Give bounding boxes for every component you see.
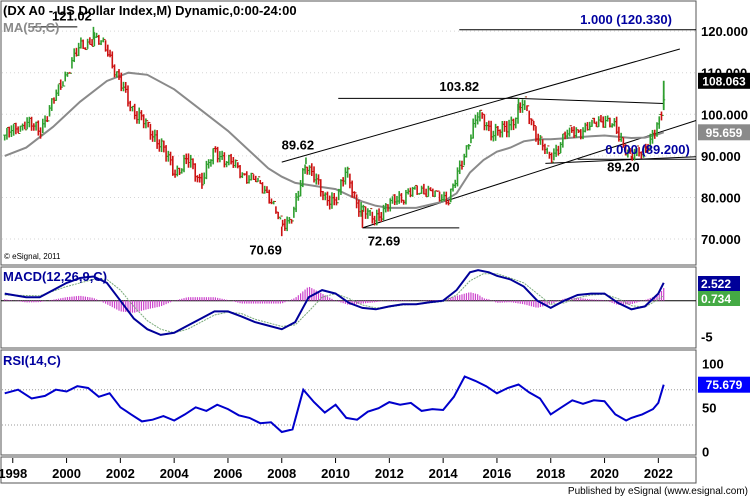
price-horizontal-lines bbox=[28, 26, 696, 229]
macd-line bbox=[4, 269, 665, 336]
x-tick-label: 2018 bbox=[536, 466, 565, 481]
rsi-y-tick-label: 100 bbox=[702, 356, 724, 371]
x-tick-label: 2006 bbox=[213, 466, 242, 481]
rsi-legend: RSI(14,C) bbox=[3, 353, 61, 368]
price-y-tick-label: 90.000 bbox=[701, 149, 741, 164]
price-annotations: 121.02 89.62 70.69 72.69 103.82 1.000 (120.33… bbox=[52, 8, 690, 257]
macd-legend: MACD(12,26,9,C) bbox=[3, 269, 107, 284]
x-axis-ticks: 1998 2000 2002 2004 2006 2008 2010 2012 2014 2016… bbox=[0, 458, 673, 481]
annotation-label: 1.000 (120.330) bbox=[580, 12, 672, 27]
x-tick-label: 2004 bbox=[160, 466, 190, 481]
macd-value: 2.522 bbox=[701, 277, 731, 291]
macd-panel-frame bbox=[0, 266, 697, 349]
macd-y-tick-label: -5 bbox=[701, 329, 713, 344]
x-tick-label: 2012 bbox=[375, 466, 404, 481]
macd-histogram bbox=[4, 286, 665, 313]
footer-published-by: Published by eSignal (www.esignal.com) bbox=[568, 486, 748, 497]
support-line bbox=[545, 156, 697, 164]
price-y-tick-label: 120.000 bbox=[701, 24, 748, 39]
ma-value: 95.659 bbox=[706, 126, 743, 140]
rsi-y-tick-label: 50 bbox=[702, 400, 716, 415]
price-y-tick-label: 70.000 bbox=[701, 232, 741, 247]
x-axis: 1998 2000 2002 2004 2006 2008 2010 2012 2014 2016… bbox=[0, 456, 697, 484]
ma-value-box bbox=[698, 124, 750, 141]
x-tick-label: 2010 bbox=[321, 466, 350, 481]
x-tick-label: 2016 bbox=[482, 466, 511, 481]
last-price-badge: 108.063 bbox=[698, 72, 750, 89]
top-line bbox=[510, 97, 664, 104]
rsi-value-badge: 75.679 bbox=[698, 376, 750, 393]
x-tick-label: 1998 bbox=[0, 466, 27, 481]
rsi-panel: 0 50 100 RSI(14,C) 75.679 bbox=[0, 349, 750, 459]
annotation-label: 70.69 bbox=[249, 242, 282, 257]
signal-value: 0.734 bbox=[701, 292, 731, 306]
price-y-tick-label: 100.000 bbox=[701, 107, 748, 122]
price-bars bbox=[3, 26, 666, 237]
rsi-value-box bbox=[698, 376, 750, 393]
signal-value-box bbox=[698, 291, 740, 306]
channel-upper bbox=[281, 48, 680, 163]
last-price-value: 108.063 bbox=[702, 74, 746, 88]
x-tick-label: 2020 bbox=[590, 466, 619, 481]
macd-signal-line bbox=[4, 273, 664, 334]
x-tick-label: 2008 bbox=[267, 466, 296, 481]
annotation-label: 72.69 bbox=[368, 233, 401, 248]
price-y-tick-label: 80.000 bbox=[701, 190, 741, 205]
chart-title: (DX A0 - US Dollar Index,M) Dynamic,0:00… bbox=[3, 3, 297, 18]
macd-panel: 0-5 MACD(12,26,9,C) 2.522 0.734 bbox=[0, 266, 740, 349]
annotation-label: 103.82 bbox=[439, 79, 479, 94]
annotation-label: 121.02 bbox=[52, 8, 92, 23]
rsi-y-tick-label: 0 bbox=[702, 444, 709, 459]
x-tick-label: 2022 bbox=[644, 466, 673, 481]
rsi-value: 75.679 bbox=[706, 378, 743, 392]
ma-value-badge: 95.659 bbox=[698, 124, 750, 141]
rsi-panel-frame bbox=[0, 349, 697, 456]
x-tick-label: 2000 bbox=[52, 466, 81, 481]
ma-55-line bbox=[4, 71, 665, 209]
watermark: © eSignal, 2011 bbox=[4, 252, 61, 261]
annotation-label: 89.62 bbox=[282, 138, 315, 153]
signal-value-badge: 0.734 bbox=[698, 291, 740, 306]
x-tick-label: 2002 bbox=[106, 466, 135, 481]
rsi-y-axis: 0 50 100 bbox=[702, 356, 724, 459]
x-axis-frame bbox=[0, 456, 697, 484]
annotation-label: 0.000 (89.200) bbox=[605, 142, 690, 157]
macd-value-box bbox=[698, 276, 740, 291]
annotation-label: 89.20 bbox=[607, 160, 640, 175]
last-price-box bbox=[698, 72, 750, 89]
ma-legend: MA(55,C) bbox=[3, 20, 59, 35]
price-panel-frame bbox=[0, 0, 697, 266]
price-panel: 121.02 89.62 70.69 72.69 103.82 1.000 (120.33… bbox=[0, 0, 750, 266]
rsi-line bbox=[4, 375, 665, 434]
macd-value-badge: 2.522 bbox=[698, 276, 740, 291]
x-tick-label: 2014 bbox=[429, 466, 459, 481]
